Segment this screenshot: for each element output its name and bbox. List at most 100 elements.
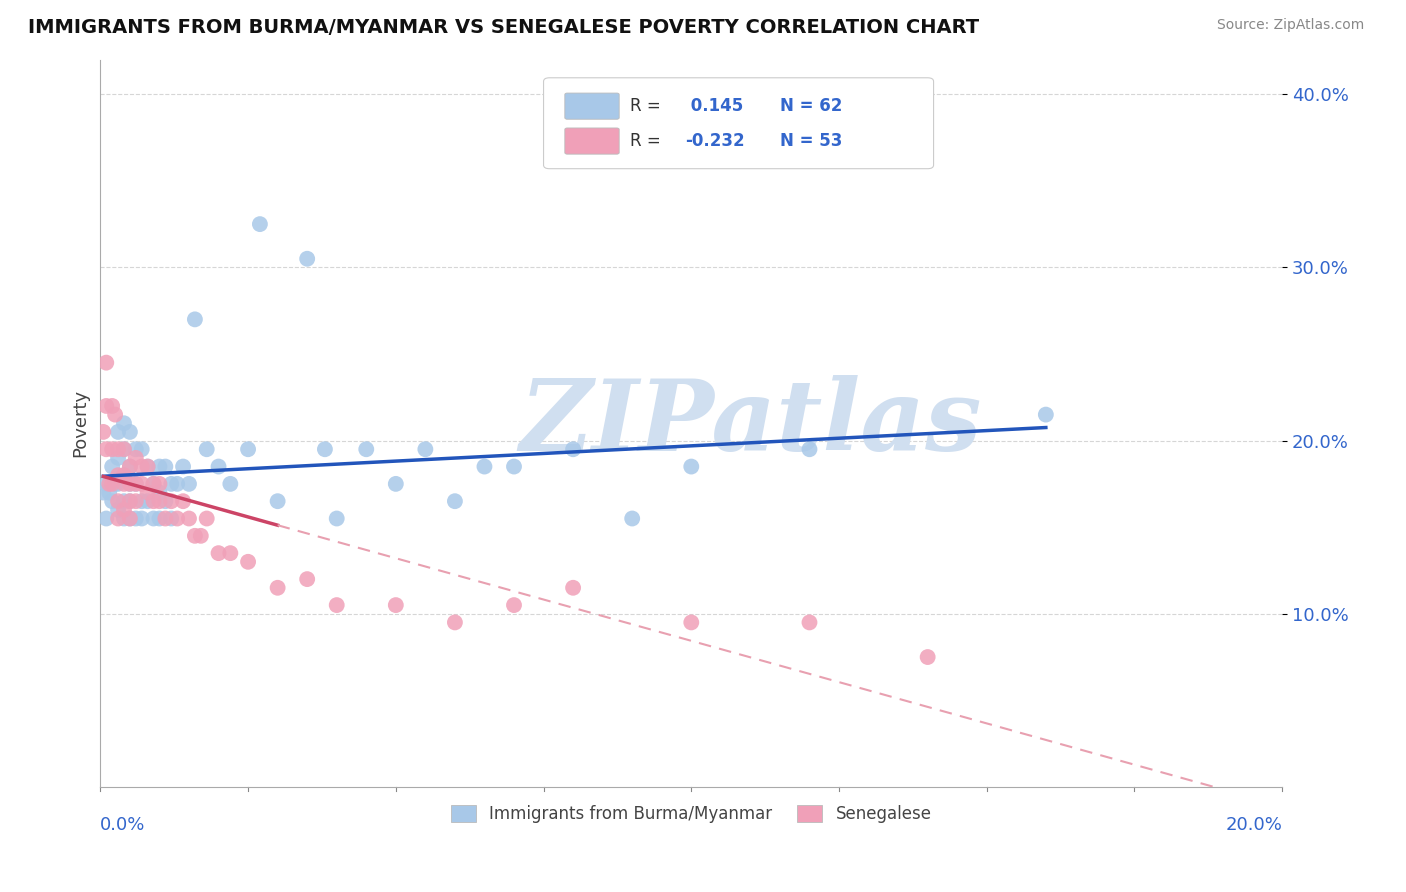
Point [91,425,114,439]
Text: N = 53: N = 53 [780,132,842,150]
Point [131,511,153,525]
Point [148,511,170,525]
Point [96,356,118,370]
Point [166,511,188,525]
Point [136,459,159,474]
Point [107,425,129,439]
Text: ZIPatlas: ZIPatlas [519,375,981,472]
Point [112,511,135,525]
Point [681,615,703,630]
Point [107,468,129,483]
Text: 0.0%: 0.0% [100,816,146,834]
FancyBboxPatch shape [544,78,934,169]
Point [236,442,259,457]
Point [249,217,271,231]
Point [96,511,118,525]
Point [444,615,467,630]
Point [219,476,242,491]
Point [172,459,194,474]
Point [101,399,124,413]
Legend: Immigrants from Burma/Myanmar, Senegalese: Immigrants from Burma/Myanmar, Senegales… [444,798,938,830]
Point [266,581,288,595]
Point [131,442,153,457]
Point [136,459,159,474]
Point [148,459,170,474]
FancyBboxPatch shape [565,128,619,154]
Point [236,555,259,569]
Point [195,511,218,525]
Point [118,476,141,491]
Point [107,503,129,517]
Point [160,476,183,491]
Point [118,459,141,474]
Point [295,572,318,586]
Point [98,485,121,500]
Point [142,476,165,491]
Point [136,485,159,500]
Point [98,476,121,491]
Point [125,511,148,525]
Point [118,476,141,491]
Point [155,494,177,508]
Point [195,442,218,457]
Point [125,450,148,465]
Point [184,312,207,326]
Point [112,503,135,517]
Point [148,485,170,500]
Point [325,511,347,525]
Point [118,511,141,525]
Point [385,476,408,491]
Point [112,417,135,431]
Point [125,494,148,508]
Point [266,494,288,508]
Point [101,442,124,457]
Point [125,442,148,457]
Point [125,476,148,491]
Point [101,494,124,508]
Point [1035,408,1057,422]
Text: IMMIGRANTS FROM BURMA/MYANMAR VS SENEGALESE POVERTY CORRELATION CHART: IMMIGRANTS FROM BURMA/MYANMAR VS SENEGAL… [28,18,979,37]
Point [562,581,585,595]
Point [160,511,183,525]
Point [131,494,153,508]
Point [142,476,165,491]
Point [356,442,378,457]
Point [148,494,170,508]
Point [474,459,496,474]
Point [166,476,188,491]
Y-axis label: Poverty: Poverty [72,389,89,458]
Point [444,494,467,508]
Point [101,459,124,474]
Point [118,494,141,508]
Point [101,476,124,491]
Point [155,459,177,474]
Point [107,450,129,465]
Text: 20.0%: 20.0% [1226,816,1282,834]
Point [118,459,141,474]
Point [112,476,135,491]
Point [118,511,141,525]
Point [131,476,153,491]
Point [172,494,194,508]
Point [917,650,939,665]
Point [112,468,135,483]
Point [415,442,437,457]
Point [96,476,118,491]
Point [325,598,347,612]
Point [142,494,165,508]
Text: R =: R = [630,97,666,115]
Point [96,399,118,413]
Point [314,442,336,457]
FancyBboxPatch shape [565,93,619,120]
Point [155,511,177,525]
Text: N = 62: N = 62 [780,97,842,115]
Text: R =: R = [630,132,666,150]
Point [107,476,129,491]
Point [118,494,141,508]
Point [118,425,141,439]
Point [112,442,135,457]
Point [621,511,644,525]
Point [107,494,129,508]
Point [160,494,183,508]
Point [562,442,585,457]
